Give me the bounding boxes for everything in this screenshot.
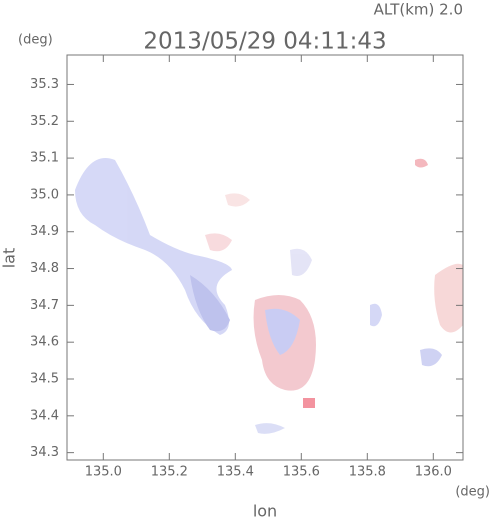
echo [290,248,312,276]
y-tick-label: 35.2 [30,114,59,129]
y-unit: (deg) [18,33,53,48]
echo [303,398,315,408]
x-tick-label: 135.8 [349,465,386,480]
altitude-annotation: ALT(km) 2.0 [374,1,463,19]
echo [205,233,232,252]
echo [370,303,382,327]
x-tick-label: 135.0 [85,465,122,480]
echo [255,423,285,434]
x-tick-label: 135.6 [283,465,320,480]
echo [420,348,442,367]
y-tick-label: 34.7 [30,298,59,313]
y-tick-label: 34.6 [30,335,59,350]
y-tick-label: 34.3 [30,445,59,460]
y-tick-label: 34.9 [30,224,59,239]
y-tick-label: 34.4 [30,408,59,423]
echo [415,158,428,168]
chart-title: 2013/05/29 04:11:43 [143,29,386,55]
echo [434,263,463,333]
y-tick-label: 34.5 [30,372,59,387]
x-tick-label: 135.2 [151,465,188,480]
y-tick-label: 35.3 [30,77,59,92]
y-tick-label: 34.8 [30,261,59,276]
plot-frame [66,54,464,461]
y-tick-label: 35.0 [30,187,59,202]
echo [225,193,250,207]
echo [265,308,300,355]
echo [190,275,230,332]
echo [75,158,232,335]
radar-echoes [75,158,463,434]
x-tick-label: 135.4 [217,465,254,480]
y-axis-label: lat [0,248,19,269]
y-tick-label: 35.1 [30,151,59,166]
x-axis-label: lon [253,502,277,521]
x-tick-label: 136.0 [415,465,452,480]
x-unit: (deg) [455,485,490,500]
